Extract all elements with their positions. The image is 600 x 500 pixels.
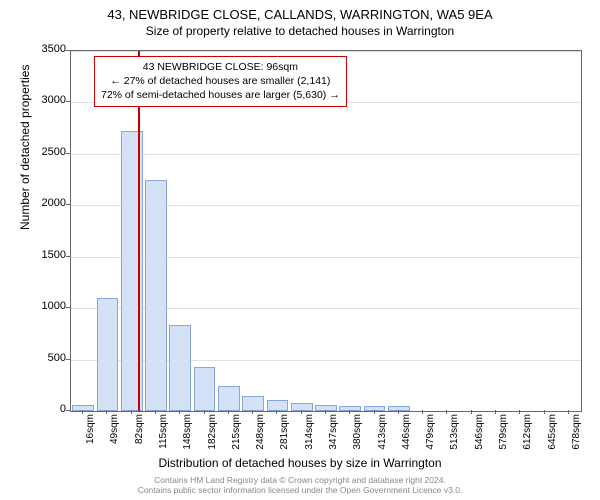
x-tick-mark [349, 410, 350, 414]
x-tick-mark [301, 410, 302, 414]
y-tick-label: 0 [26, 403, 66, 415]
histogram-bar [291, 403, 313, 411]
x-tick-mark [446, 410, 447, 414]
y-tick-mark [66, 307, 70, 308]
annotation-line2: ← 27% of detached houses are smaller (2,… [101, 74, 340, 88]
y-tick-label: 1500 [26, 249, 66, 261]
x-tick-label: 546sqm [474, 414, 485, 464]
histogram-bar [388, 406, 410, 411]
x-tick-label: 16sqm [85, 414, 96, 464]
x-tick-label: 347sqm [328, 414, 339, 464]
x-tick-mark [398, 410, 399, 414]
x-tick-label: 513sqm [449, 414, 460, 464]
histogram-bar [169, 325, 191, 411]
histogram-bar [242, 396, 264, 411]
x-tick-label: 446sqm [401, 414, 412, 464]
y-tick-label: 3500 [26, 43, 66, 55]
x-tick-label: 479sqm [425, 414, 436, 464]
x-tick-mark [155, 410, 156, 414]
y-tick-label: 1000 [26, 300, 66, 312]
marker-annotation-box: 43 NEWBRIDGE CLOSE: 96sqm ← 27% of detac… [94, 56, 347, 107]
x-tick-mark [471, 410, 472, 414]
histogram-bar [364, 406, 386, 411]
y-tick-mark [66, 50, 70, 51]
x-tick-mark [179, 410, 180, 414]
histogram-bar [218, 386, 240, 411]
x-tick-mark [82, 410, 83, 414]
y-tick-mark [66, 101, 70, 102]
x-tick-label: 281sqm [279, 414, 290, 464]
x-tick-label: 215sqm [231, 414, 242, 464]
annotation-line1: 43 NEWBRIDGE CLOSE: 96sqm [101, 60, 340, 74]
footer-line1: Contains HM Land Registry data © Crown c… [0, 475, 600, 485]
x-tick-label: 182sqm [207, 414, 218, 464]
histogram-bar [145, 180, 167, 411]
x-tick-label: 248sqm [255, 414, 266, 464]
y-tick-label: 500 [26, 352, 66, 364]
x-tick-mark [495, 410, 496, 414]
x-tick-mark [422, 410, 423, 414]
x-tick-label: 678sqm [571, 414, 582, 464]
gridline [71, 154, 581, 155]
y-tick-label: 3000 [26, 94, 66, 106]
footer-line2: Contains public sector information licen… [0, 485, 600, 495]
y-tick-label: 2500 [26, 146, 66, 158]
x-tick-mark [131, 410, 132, 414]
x-tick-label: 314sqm [304, 414, 315, 464]
x-tick-label: 413sqm [377, 414, 388, 464]
x-tick-label: 612sqm [522, 414, 533, 464]
page-title-line2: Size of property relative to detached ho… [0, 22, 600, 38]
histogram-bar [194, 367, 216, 411]
histogram-bar [97, 298, 119, 411]
x-tick-mark [106, 410, 107, 414]
x-tick-label: 645sqm [547, 414, 558, 464]
x-tick-label: 115sqm [158, 414, 169, 464]
y-tick-mark [66, 204, 70, 205]
annotation-line3: 72% of semi-detached houses are larger (… [101, 88, 340, 102]
x-tick-mark [325, 410, 326, 414]
y-tick-mark [66, 410, 70, 411]
x-tick-mark [568, 410, 569, 414]
y-tick-label: 2000 [26, 197, 66, 209]
x-tick-mark [519, 410, 520, 414]
x-tick-mark [252, 410, 253, 414]
x-tick-mark [276, 410, 277, 414]
page-title-line1: 43, NEWBRIDGE CLOSE, CALLANDS, WARRINGTO… [0, 0, 600, 22]
x-tick-mark [204, 410, 205, 414]
x-tick-mark [374, 410, 375, 414]
x-tick-mark [228, 410, 229, 414]
x-tick-label: 579sqm [498, 414, 509, 464]
footer-attribution: Contains HM Land Registry data © Crown c… [0, 475, 600, 495]
y-tick-mark [66, 359, 70, 360]
histogram-bar [267, 400, 289, 411]
x-tick-label: 380sqm [352, 414, 363, 464]
x-tick-label: 148sqm [182, 414, 193, 464]
x-tick-mark [544, 410, 545, 414]
y-tick-mark [66, 153, 70, 154]
x-tick-label: 82sqm [134, 414, 145, 464]
gridline [71, 51, 581, 52]
x-tick-label: 49sqm [109, 414, 120, 464]
y-tick-mark [66, 256, 70, 257]
